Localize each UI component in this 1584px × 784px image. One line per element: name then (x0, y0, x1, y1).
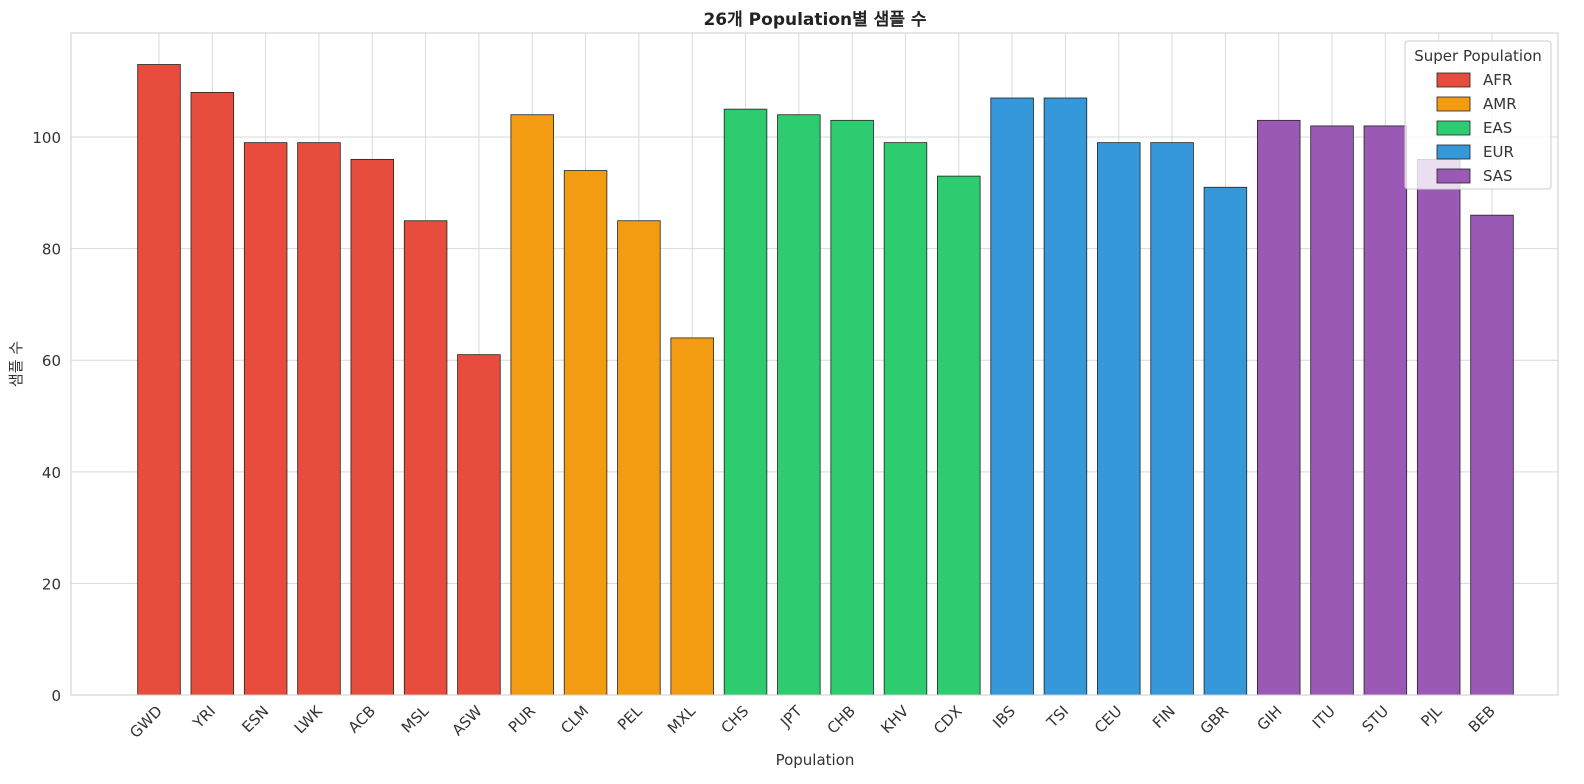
legend-swatch-amr (1436, 96, 1471, 112)
legend: Super Population AFR AMR EAS EUR SAS (1404, 40, 1552, 190)
x-tick-label: GBR (1197, 702, 1233, 738)
bar-stu (1363, 125, 1408, 696)
x-tick-label: ESN (238, 702, 272, 736)
x-tick-label: ITU (1309, 702, 1339, 732)
x-tick-label: TSI (1042, 702, 1072, 732)
x-tick-label: ASW (449, 702, 486, 739)
bar-gbr (1203, 186, 1248, 696)
x-tick-label: FIN (1149, 702, 1179, 732)
x-tick-label: BEB (1465, 702, 1499, 736)
x-tick-label: YRI (189, 702, 219, 732)
legend-label-sas: SAS (1483, 167, 1513, 185)
bar-chb (830, 119, 874, 696)
bar-jpt (777, 114, 821, 696)
x-tick-label: STU (1358, 702, 1392, 736)
x-tick-label: JPT (776, 702, 806, 732)
bar-cdx (937, 175, 981, 696)
legend-swatch-eas (1436, 120, 1471, 136)
x-tick-label: CHB (824, 702, 859, 737)
bar-lwk (297, 142, 341, 696)
bar-mxl (670, 337, 714, 696)
plot-frame (70, 32, 1559, 696)
legend-label-afr: AFR (1483, 71, 1512, 89)
x-tick-label: ACB (345, 702, 379, 736)
bar-itu (1310, 125, 1354, 696)
bar-tsi (1043, 97, 1088, 696)
legend-swatch-sas (1436, 168, 1471, 184)
x-axis-label: Population (776, 751, 855, 769)
y-ticks: 0 20 40 60 80 100 (32, 129, 61, 705)
bar-asw (457, 354, 501, 696)
bar-acb (350, 158, 395, 696)
bar-chs (723, 108, 768, 696)
x-tick-label: GWD (126, 702, 166, 742)
x-tick-label: MXL (664, 702, 700, 738)
bar-esn (243, 142, 288, 696)
y-tick-label: 0 (51, 687, 61, 705)
bars (137, 64, 1514, 696)
legend-swatch-afr (1436, 72, 1471, 88)
legend-title: Super Population (1414, 47, 1542, 65)
y-axis-label: 샘플 수 (7, 341, 25, 387)
y-tick-label: 80 (42, 241, 61, 259)
bar-yri (190, 92, 235, 696)
legend-label-amr: AMR (1483, 95, 1517, 113)
legend-label-eur: EUR (1483, 143, 1514, 161)
x-tick-label: KHV (877, 702, 912, 737)
y-tick-label: 20 (42, 575, 61, 593)
bar-gih (1256, 119, 1301, 696)
y-tick-label: 60 (42, 352, 61, 370)
bar-fin (1150, 142, 1194, 696)
legend-label-eas: EAS (1483, 119, 1512, 137)
x-tick-label: IBS (989, 702, 1019, 732)
bar-pur (510, 114, 554, 696)
x-tick-label: GIH (1253, 702, 1285, 734)
x-tick-label: PJL (1417, 702, 1446, 731)
x-ticks: GWD YRI ESN LWK ACB MSL ASW PUR CLM PEL MXL CHS JPT C… (126, 701, 1499, 741)
bar-gwd (137, 64, 181, 696)
chart-title: 26개 Population별 샘플 수 (703, 10, 926, 30)
x-tick-label: PUR (505, 702, 539, 736)
x-tick-label: CEU (1091, 702, 1126, 737)
x-tick-label: MSL (398, 702, 433, 737)
y-tick-label: 100 (32, 129, 61, 147)
x-tick-label: CDX (930, 702, 966, 738)
bar-beb (1470, 214, 1514, 696)
bar-khv (883, 142, 928, 696)
bar-ibs (990, 97, 1034, 696)
bar-ceu (1097, 142, 1141, 696)
bar-pel (617, 220, 661, 696)
x-tick-label: CLM (557, 702, 592, 737)
bar-clm (563, 170, 608, 696)
bar-msl (403, 220, 448, 696)
x-tick-label: PEL (614, 702, 646, 734)
y-tick-label: 40 (42, 464, 61, 482)
legend-swatch-eur (1436, 144, 1471, 160)
x-tick-label: CHS (718, 702, 753, 737)
x-tick-label: LWK (291, 701, 327, 737)
bar-pjl (1416, 158, 1461, 696)
